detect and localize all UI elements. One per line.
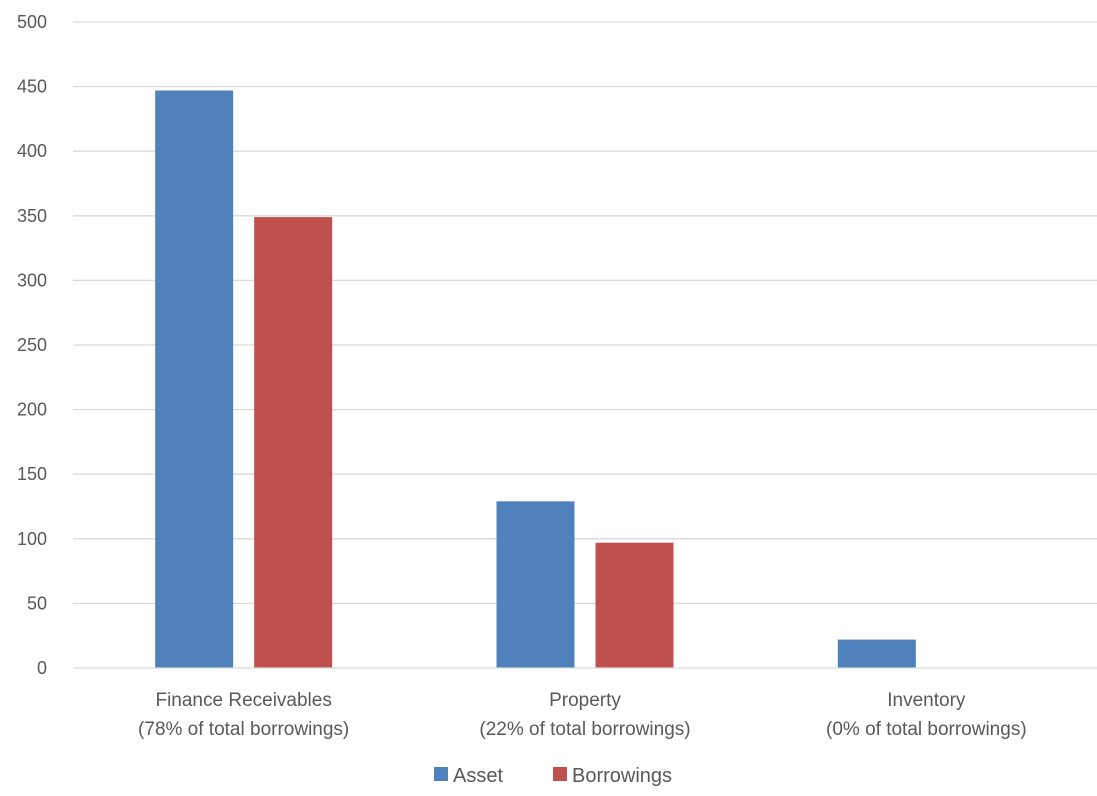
legend-swatch-borrowings xyxy=(553,767,567,781)
bar-asset-0 xyxy=(155,90,234,668)
x-category-label: (78% of total borrowings) xyxy=(138,719,349,740)
y-tick-label: 400 xyxy=(17,141,47,161)
y-tick-label: 350 xyxy=(17,206,47,226)
x-category-label: Property xyxy=(549,690,621,711)
y-tick-label: 100 xyxy=(17,529,47,549)
y-tick-label: 50 xyxy=(27,593,47,613)
y-axis-ticks: 0 50 100 150 200 250 300 350 400 450 500 xyxy=(17,12,47,678)
bar-asset-2 xyxy=(837,639,916,668)
y-tick-label: 0 xyxy=(37,658,47,678)
y-tick-label: 200 xyxy=(17,400,47,420)
gridlines xyxy=(73,21,1097,605)
legend-label-borrowings: Borrowings xyxy=(572,765,672,787)
legend-swatch-asset xyxy=(434,767,448,781)
y-tick-label: 250 xyxy=(17,335,47,355)
y-tick-label: 150 xyxy=(17,464,47,484)
y-tick-label: 500 xyxy=(17,12,47,32)
y-tick-label: 450 xyxy=(17,77,47,97)
x-axis-categories: Finance Receivables (78% of total borrowi… xyxy=(138,690,1027,740)
bar-asset-1 xyxy=(496,501,575,668)
bar-borrowings-0 xyxy=(254,217,333,669)
x-category-label: Inventory xyxy=(887,690,966,711)
legend: Asset Borrowings xyxy=(434,765,672,787)
bars xyxy=(155,90,916,669)
bar-borrowings-1 xyxy=(595,542,674,668)
x-category-label: Finance Receivables xyxy=(155,690,331,711)
y-tick-label: 300 xyxy=(17,270,47,290)
x-category-label: (0% of total borrowings) xyxy=(826,719,1027,740)
x-category-label: (22% of total borrowings) xyxy=(479,719,690,740)
legend-label-asset: Asset xyxy=(453,765,503,787)
